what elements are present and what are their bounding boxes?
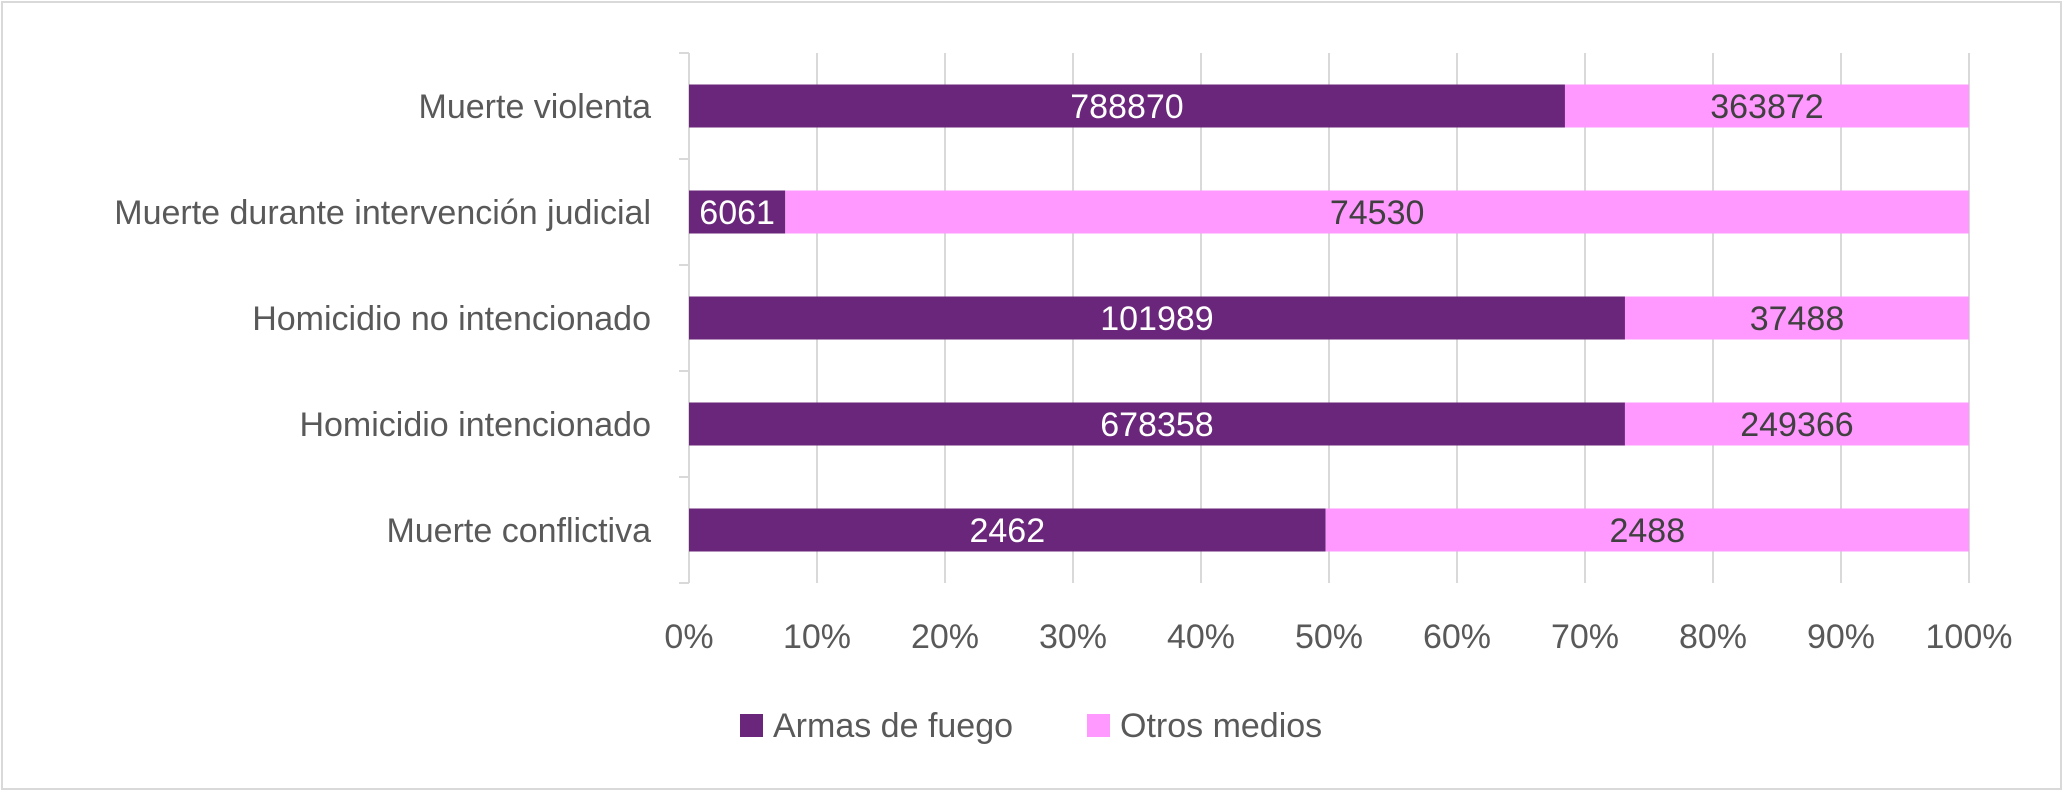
- data-label: 363872: [1710, 88, 1823, 126]
- data-label: 678358: [1100, 406, 1213, 444]
- data-label: 2462: [969, 512, 1045, 550]
- data-label: 37488: [1750, 300, 1845, 338]
- category-label: Muerte violenta: [419, 88, 652, 126]
- legend-swatch: [1087, 714, 1110, 737]
- data-label: 788870: [1070, 88, 1183, 126]
- data-label: 74530: [1330, 194, 1425, 232]
- category-label: Muerte conflictiva: [386, 512, 651, 550]
- x-tick-label: 70%: [1551, 618, 1619, 656]
- x-tick-label: 60%: [1423, 618, 1491, 656]
- data-label: 6061: [699, 194, 775, 232]
- legend-label: Armas de fuego: [773, 707, 1013, 745]
- stacked-bar-chart: 0% 10% 20% 30% 40% 50% 60% 70% 80% 90% 100% 788870 3…: [114, 52, 2013, 745]
- category-label: Muerte durante intervención judicial: [114, 194, 651, 232]
- x-tick-label: 0%: [664, 618, 713, 656]
- bar-armas-de-fuego: [689, 508, 1326, 552]
- x-tick-label: 50%: [1295, 618, 1363, 656]
- bar-otros-medios: [785, 190, 1969, 234]
- x-tick-label: 100%: [1926, 618, 2013, 656]
- data-label: 2488: [1609, 512, 1685, 550]
- bar-armas-de-fuego: [689, 402, 1625, 446]
- category-label: Homicidio intencionado: [299, 406, 651, 444]
- legend-swatch: [740, 714, 763, 737]
- x-tick-label: 30%: [1039, 618, 1107, 656]
- bar-otros-medios: [1564, 84, 1969, 128]
- x-tick-label: 40%: [1167, 618, 1235, 656]
- bar-otros-medios: [1624, 402, 1969, 446]
- x-tick-label: 80%: [1679, 618, 1747, 656]
- x-tick-label: 10%: [783, 618, 851, 656]
- legend-label: Otros medios: [1120, 707, 1322, 745]
- x-tick-label: 90%: [1807, 618, 1875, 656]
- bar-armas-de-fuego: [689, 296, 1625, 340]
- x-tick-label: 20%: [911, 618, 979, 656]
- data-label: 249366: [1740, 406, 1853, 444]
- category-label: Homicidio no intencionado: [252, 300, 651, 338]
- bar-otros-medios: [1624, 296, 1969, 340]
- data-label: 101989: [1100, 300, 1213, 338]
- bar-armas-de-fuego: [689, 84, 1565, 128]
- bar-armas-de-fuego: [689, 190, 786, 234]
- bar-otros-medios: [1325, 508, 1969, 552]
